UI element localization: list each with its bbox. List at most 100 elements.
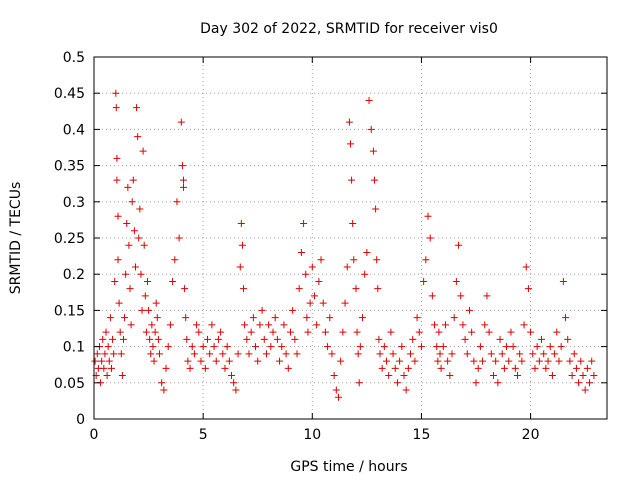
data-point: [581, 386, 589, 394]
data-point: [562, 314, 570, 322]
data-point: [143, 277, 151, 285]
data-point: [455, 241, 463, 249]
data-point: [245, 350, 253, 358]
data-point: [436, 350, 444, 358]
data-point: [282, 350, 290, 358]
data-point: [249, 314, 257, 322]
data-point: [122, 270, 130, 278]
data-point: [516, 350, 524, 358]
data-point: [520, 321, 528, 329]
data-point: [262, 350, 270, 358]
data-point: [155, 350, 163, 358]
data-point: [247, 328, 255, 336]
data-point: [142, 328, 150, 336]
data-point: [243, 335, 251, 343]
y-tick-label: 0.35: [54, 159, 85, 175]
data-point: [133, 104, 141, 112]
data-point: [463, 350, 471, 358]
data-point: [387, 328, 395, 336]
data-point: [383, 357, 391, 365]
data-point: [280, 321, 288, 329]
data-point: [459, 321, 467, 329]
data-point: [225, 357, 233, 365]
data-point: [169, 277, 177, 285]
data-point: [308, 263, 316, 271]
data-point: [350, 256, 358, 264]
data-point: [555, 357, 563, 365]
data-point: [230, 379, 238, 387]
data-point: [284, 364, 292, 372]
data-point: [461, 335, 469, 343]
data-point: [572, 364, 580, 372]
x-tick-label: 10: [303, 427, 321, 443]
data-point: [118, 372, 126, 380]
data-point: [113, 154, 121, 162]
data-point: [219, 350, 227, 358]
data-point: [389, 350, 397, 358]
data-point: [91, 357, 99, 365]
data-point: [113, 176, 121, 184]
data-point: [402, 386, 410, 394]
data-point: [374, 285, 382, 293]
data-point: [372, 205, 380, 213]
data-point: [123, 220, 131, 228]
data-point: [104, 343, 112, 351]
data-point: [337, 357, 345, 365]
x-tick-label: 20: [522, 427, 540, 443]
data-point: [102, 328, 110, 336]
data-point: [146, 335, 154, 343]
data-point: [114, 212, 122, 220]
data-point: [513, 372, 521, 380]
data-point: [186, 364, 194, 372]
data-point: [160, 386, 168, 394]
data-point: [378, 364, 386, 372]
data-point: [347, 140, 354, 148]
data-point: [135, 234, 143, 242]
data-point: [431, 321, 439, 329]
data-point: [303, 314, 311, 322]
data-point: [139, 147, 147, 155]
data-point: [538, 335, 546, 343]
data-point: [349, 220, 357, 228]
data-point: [470, 357, 478, 365]
data-point: [546, 343, 554, 351]
data-point: [507, 328, 515, 336]
data-point: [240, 285, 248, 293]
data-point: [178, 162, 186, 170]
data-point: [511, 364, 519, 372]
x-axis-label: GPS time / hours: [290, 459, 407, 475]
data-point: [439, 343, 447, 351]
data-point: [548, 372, 556, 380]
data-point: [448, 350, 456, 358]
data-point: [367, 125, 375, 133]
data-point: [171, 256, 179, 264]
data-point: [150, 357, 158, 365]
data-point: [369, 147, 377, 155]
data-point: [238, 241, 246, 249]
data-point: [380, 343, 388, 351]
data-point: [485, 328, 493, 336]
data-point: [524, 285, 532, 293]
data-point: [234, 350, 242, 358]
data-point: [116, 328, 124, 336]
data-point: [295, 285, 303, 293]
data-point: [180, 183, 188, 191]
data-point: [164, 343, 172, 351]
data-point: [101, 350, 109, 358]
data-point: [273, 335, 281, 343]
data-point: [310, 292, 318, 300]
data-point: [125, 241, 133, 249]
data-point: [195, 328, 203, 336]
data-point: [208, 321, 216, 329]
data-point: [361, 270, 369, 278]
data-point: [319, 299, 327, 307]
data-point: [304, 328, 312, 336]
data-point: [483, 292, 491, 300]
data-point: [115, 299, 123, 307]
data-point: [503, 343, 511, 351]
data-point: [141, 292, 149, 300]
data-point: [481, 321, 489, 329]
data-point: [437, 364, 445, 372]
